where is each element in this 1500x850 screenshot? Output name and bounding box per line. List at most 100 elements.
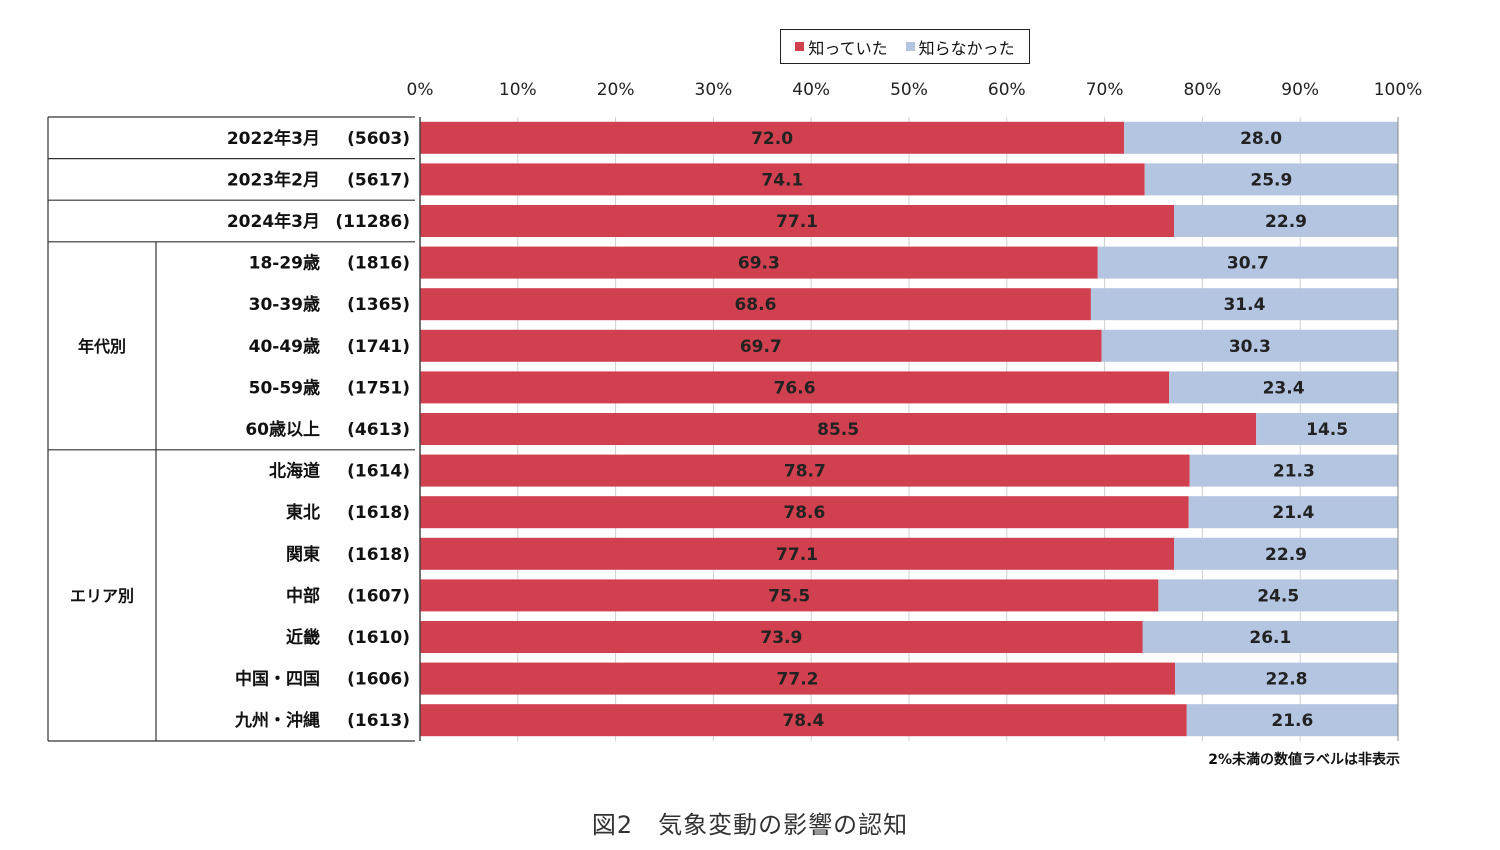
category-label: 2024年3月 [227, 211, 320, 232]
data-label-known: 74.1 [761, 170, 803, 190]
data-label-unknown: 22.9 [1265, 545, 1307, 565]
group-label: エリア別 [70, 586, 134, 605]
category-label: 中部 [286, 585, 320, 606]
category-label: 40-49歳 [249, 336, 320, 357]
category-label: 2023年2月 [227, 169, 320, 190]
data-label-unknown: 23.4 [1263, 378, 1305, 398]
data-label-unknown: 21.4 [1272, 503, 1314, 523]
bar-unknown [1158, 579, 1398, 612]
x-tick-label: 50% [890, 80, 928, 100]
bar-unknown [1175, 662, 1398, 695]
x-tick-label: 30% [695, 80, 733, 100]
data-label-unknown: 28.0 [1240, 129, 1282, 149]
data-label-known: 77.1 [776, 212, 818, 232]
category-label: 30-39歳 [249, 294, 320, 315]
data-label-known: 68.6 [734, 295, 776, 315]
data-label-known: 78.6 [783, 503, 825, 523]
x-tick-label: 60% [988, 80, 1026, 100]
legend-swatch-unknown [905, 42, 915, 51]
bar-known [420, 205, 1175, 237]
sample-size-label: (1607) [347, 586, 410, 606]
data-label-known: 69.3 [738, 254, 780, 274]
sample-size-label: (5617) [347, 170, 410, 190]
x-tick-label: 80% [1184, 80, 1222, 100]
chart-legend: 知っていた 知らなかった [780, 29, 1030, 64]
sample-size-label: (1816) [347, 254, 410, 274]
legend-label-known: 知っていた [808, 38, 888, 58]
data-label-unknown: 26.1 [1249, 628, 1291, 648]
data-label-unknown: 14.5 [1306, 420, 1348, 440]
data-label-known: 78.4 [782, 711, 824, 731]
bar-unknown [1186, 704, 1398, 737]
x-tick-label: 10% [499, 80, 537, 100]
bar-unknown [1097, 246, 1398, 279]
data-label-unknown: 22.9 [1265, 212, 1307, 232]
data-label-unknown: 22.8 [1266, 670, 1308, 690]
data-label-known: 75.5 [768, 586, 810, 606]
data-label-known: 77.1 [776, 545, 818, 565]
bar-unknown [1256, 413, 1398, 445]
sample-size-label: (1365) [347, 295, 410, 315]
data-label-known: 69.7 [740, 337, 782, 357]
bar-unknown [1124, 121, 1398, 154]
bar-known [420, 163, 1145, 196]
data-label-known: 85.5 [817, 420, 859, 440]
bar-unknown [1142, 621, 1398, 653]
data-label-known: 77.2 [777, 670, 819, 690]
sample-size-label: (11286) [335, 212, 410, 232]
data-label-unknown: 30.7 [1227, 254, 1269, 274]
bar-known [420, 413, 1257, 445]
data-label-unknown: 21.6 [1271, 711, 1313, 731]
bar-unknown [1144, 163, 1398, 196]
data-label-known: 76.6 [774, 378, 816, 398]
bar-known [420, 496, 1189, 529]
sample-size-label: (1613) [347, 711, 410, 731]
group-label: 年代別 [78, 337, 126, 356]
bar-known [420, 121, 1125, 154]
bar-unknown [1169, 371, 1398, 404]
bar-known [420, 454, 1190, 487]
sample-size-label: (1610) [347, 628, 410, 648]
data-label-unknown: 30.3 [1229, 337, 1271, 357]
category-label: 2022年3月 [227, 128, 320, 149]
bar-known [420, 288, 1091, 321]
bar-unknown [1174, 205, 1398, 237]
bar-unknown [1101, 329, 1398, 362]
sample-size-label: (4613) [347, 420, 410, 440]
sample-size-label: (1751) [347, 378, 410, 398]
bar-known [420, 371, 1170, 404]
sample-size-label: (1618) [347, 503, 410, 523]
bar-unknown [1090, 288, 1398, 321]
legend-label-unknown: 知らなかった [918, 38, 1015, 58]
data-label-unknown: 25.9 [1250, 170, 1292, 190]
category-label: 50-59歳 [249, 377, 320, 398]
legend-swatch-known [795, 42, 805, 51]
data-label-known: 72.0 [751, 129, 793, 149]
bar-known [420, 704, 1187, 737]
bar-known [420, 246, 1098, 279]
bar-known [420, 329, 1102, 362]
sample-size-label: (1741) [347, 337, 410, 357]
category-label: 中国・四国 [235, 669, 320, 690]
bar-unknown [1188, 496, 1398, 529]
category-label: 北海道 [269, 461, 320, 482]
category-label: 18-29歳 [249, 253, 320, 274]
x-tick-label: 0% [407, 80, 434, 100]
data-label-known: 73.9 [760, 628, 802, 648]
sample-size-label: (1606) [347, 670, 410, 690]
category-label: 九州・沖縄 [234, 710, 320, 731]
category-label: 60歳以上 [245, 419, 320, 440]
category-label: 関東 [286, 544, 320, 565]
data-label-unknown: 31.4 [1223, 295, 1265, 315]
category-label: 東北 [286, 502, 320, 523]
x-tick-label: 90% [1281, 80, 1319, 100]
data-label-unknown: 24.5 [1257, 586, 1299, 606]
category-label: 近畿 [286, 627, 320, 648]
sample-size-label: (5603) [347, 129, 410, 149]
x-tick-label: 70% [1086, 80, 1124, 100]
data-label-unknown: 21.3 [1273, 462, 1315, 482]
figure-caption: 図2 気象変動の影響の認知 [591, 811, 909, 839]
x-tick-label: 100% [1374, 80, 1423, 100]
bar-unknown [1174, 537, 1398, 570]
